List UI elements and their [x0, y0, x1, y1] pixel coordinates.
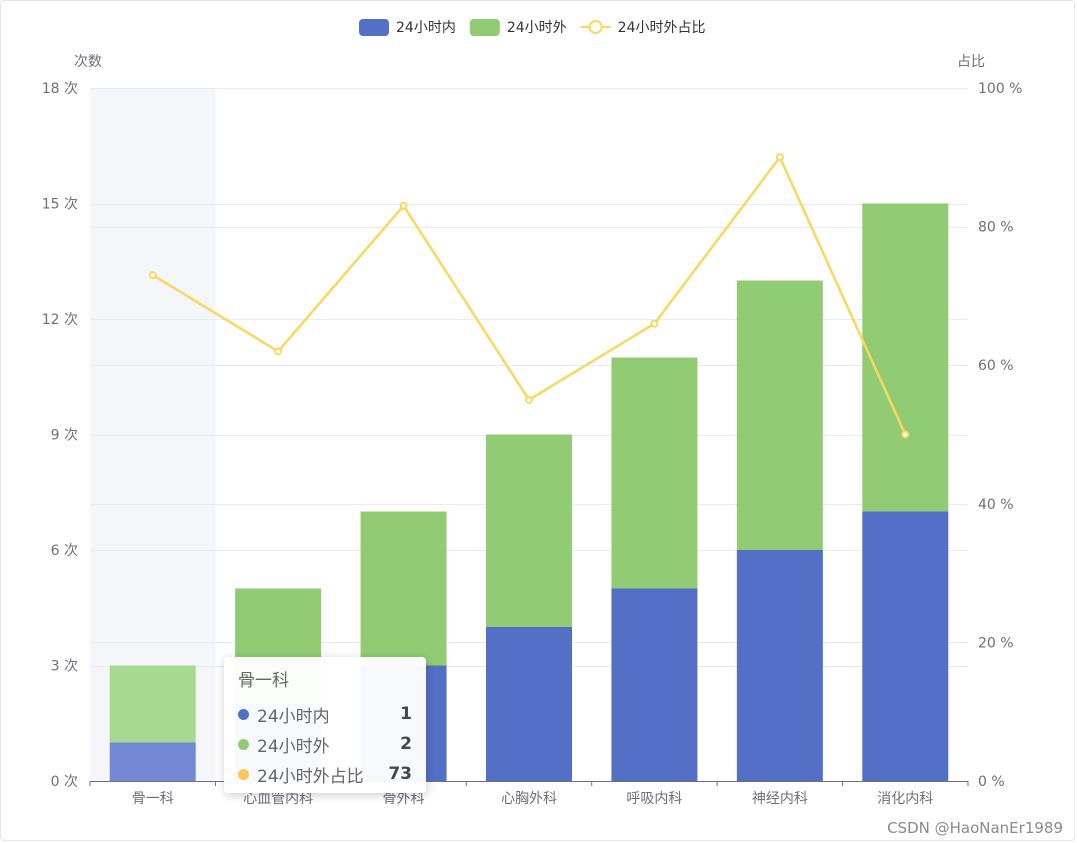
y-right-tick-label: 60 %: [978, 358, 1014, 374]
legend-label: 24小时外: [507, 20, 567, 36]
tooltip-series-value: 1: [400, 704, 412, 724]
y-axis-right: 0 % 20 % 40 % 60 % 80 % 100 %: [978, 81, 1022, 790]
line-point[interactable]: [901, 430, 910, 439]
tooltip-series-value: 73: [388, 764, 412, 784]
tooltip-row: 24小时外 2: [238, 729, 412, 759]
x-axis: 骨一科 心血管内科 骨外科 心胸外科 呼吸内科 神经内科 消化内科: [89, 781, 969, 807]
line-point[interactable]: [650, 319, 659, 328]
tooltip: 骨一科 24小时内 1 24小时外 2 24小时外占比 73: [224, 657, 426, 793]
legend-marker-icon: [588, 20, 603, 34]
bar[interactable]: [486, 434, 572, 628]
legend-label: 24小时内: [396, 20, 456, 36]
bar[interactable]: [611, 588, 698, 782]
tooltip-series-value: 2: [400, 734, 412, 754]
bar[interactable]: [486, 627, 572, 781]
line-series[interactable]: [148, 153, 910, 439]
tooltip-row: 24小时外占比 73: [238, 759, 412, 789]
y-left-tick-label: 9 次: [51, 428, 78, 444]
line-point[interactable]: [775, 153, 784, 162]
y-axis-right-title: 占比: [957, 54, 985, 70]
legend-item[interactable]: 24小时外占比: [580, 20, 706, 36]
y-right-tick-label: 0 %: [978, 774, 1005, 790]
x-tick-label: 神经内科: [752, 791, 808, 807]
tooltip-title: 骨一科: [238, 671, 289, 691]
y-left-tick-label: 12 次: [42, 312, 78, 328]
watermark: CSDN @HaoNanEr1989: [887, 819, 1063, 837]
x-tick-label: 心胸外科: [501, 791, 557, 807]
line-point[interactable]: [399, 201, 408, 210]
legend-label: 24小时外占比: [618, 20, 706, 36]
bar[interactable]: [862, 511, 949, 782]
y-left-tick-label: 0 次: [51, 774, 78, 790]
legend[interactable]: 24小时内 24小时外 24小时外占比: [359, 19, 705, 36]
legend-item[interactable]: 24小时外: [469, 19, 567, 36]
bar[interactable]: [611, 357, 698, 589]
y-left-tick-label: 6 次: [51, 543, 78, 559]
x-tick-label: 呼吸内科: [626, 791, 682, 807]
bar[interactable]: [736, 550, 823, 781]
series-dot-icon: [238, 768, 249, 780]
line-point[interactable]: [148, 271, 157, 280]
legend-item[interactable]: 24小时内: [359, 19, 456, 36]
tooltip-series-name: 24小时外占比: [257, 766, 364, 787]
legend-swatch-icon: [469, 19, 500, 36]
bar[interactable]: [862, 203, 949, 512]
bar[interactable]: [360, 511, 447, 666]
series-dot-icon: [238, 708, 249, 720]
series-dot-icon: [238, 738, 249, 750]
bar[interactable]: [736, 280, 823, 551]
x-tick-label: 心血管内科: [243, 791, 313, 807]
y-axis-left: 0 次 3 次 6 次 9 次 12 次 15 次 18 次: [42, 81, 78, 790]
y-right-tick-label: 20 %: [978, 635, 1014, 651]
legend-swatch-icon: [359, 19, 389, 36]
y-right-tick-label: 40 %: [978, 497, 1014, 513]
y-left-tick-label: 3 次: [51, 659, 78, 675]
y-right-tick-label: 100 %: [978, 81, 1022, 97]
y-left-tick-label: 15 次: [42, 197, 78, 213]
tooltip-row: 24小时内 1: [238, 699, 412, 729]
line-point[interactable]: [525, 395, 533, 404]
x-tick-label: 骨一科: [132, 791, 174, 807]
tooltip-series-name: 24小时内: [257, 706, 330, 727]
x-tick-label: 消化内科: [877, 791, 933, 807]
tooltip-series-name: 24小时外: [257, 736, 330, 757]
y-right-tick-label: 80 %: [978, 220, 1014, 236]
line-point[interactable]: [274, 347, 283, 356]
y-axis-left-title: 次数: [74, 54, 102, 70]
bar[interactable]: [109, 665, 196, 743]
bar[interactable]: [109, 742, 196, 782]
y-left-tick-label: 18 次: [42, 81, 78, 97]
x-tick-label: 骨外科: [383, 791, 425, 807]
